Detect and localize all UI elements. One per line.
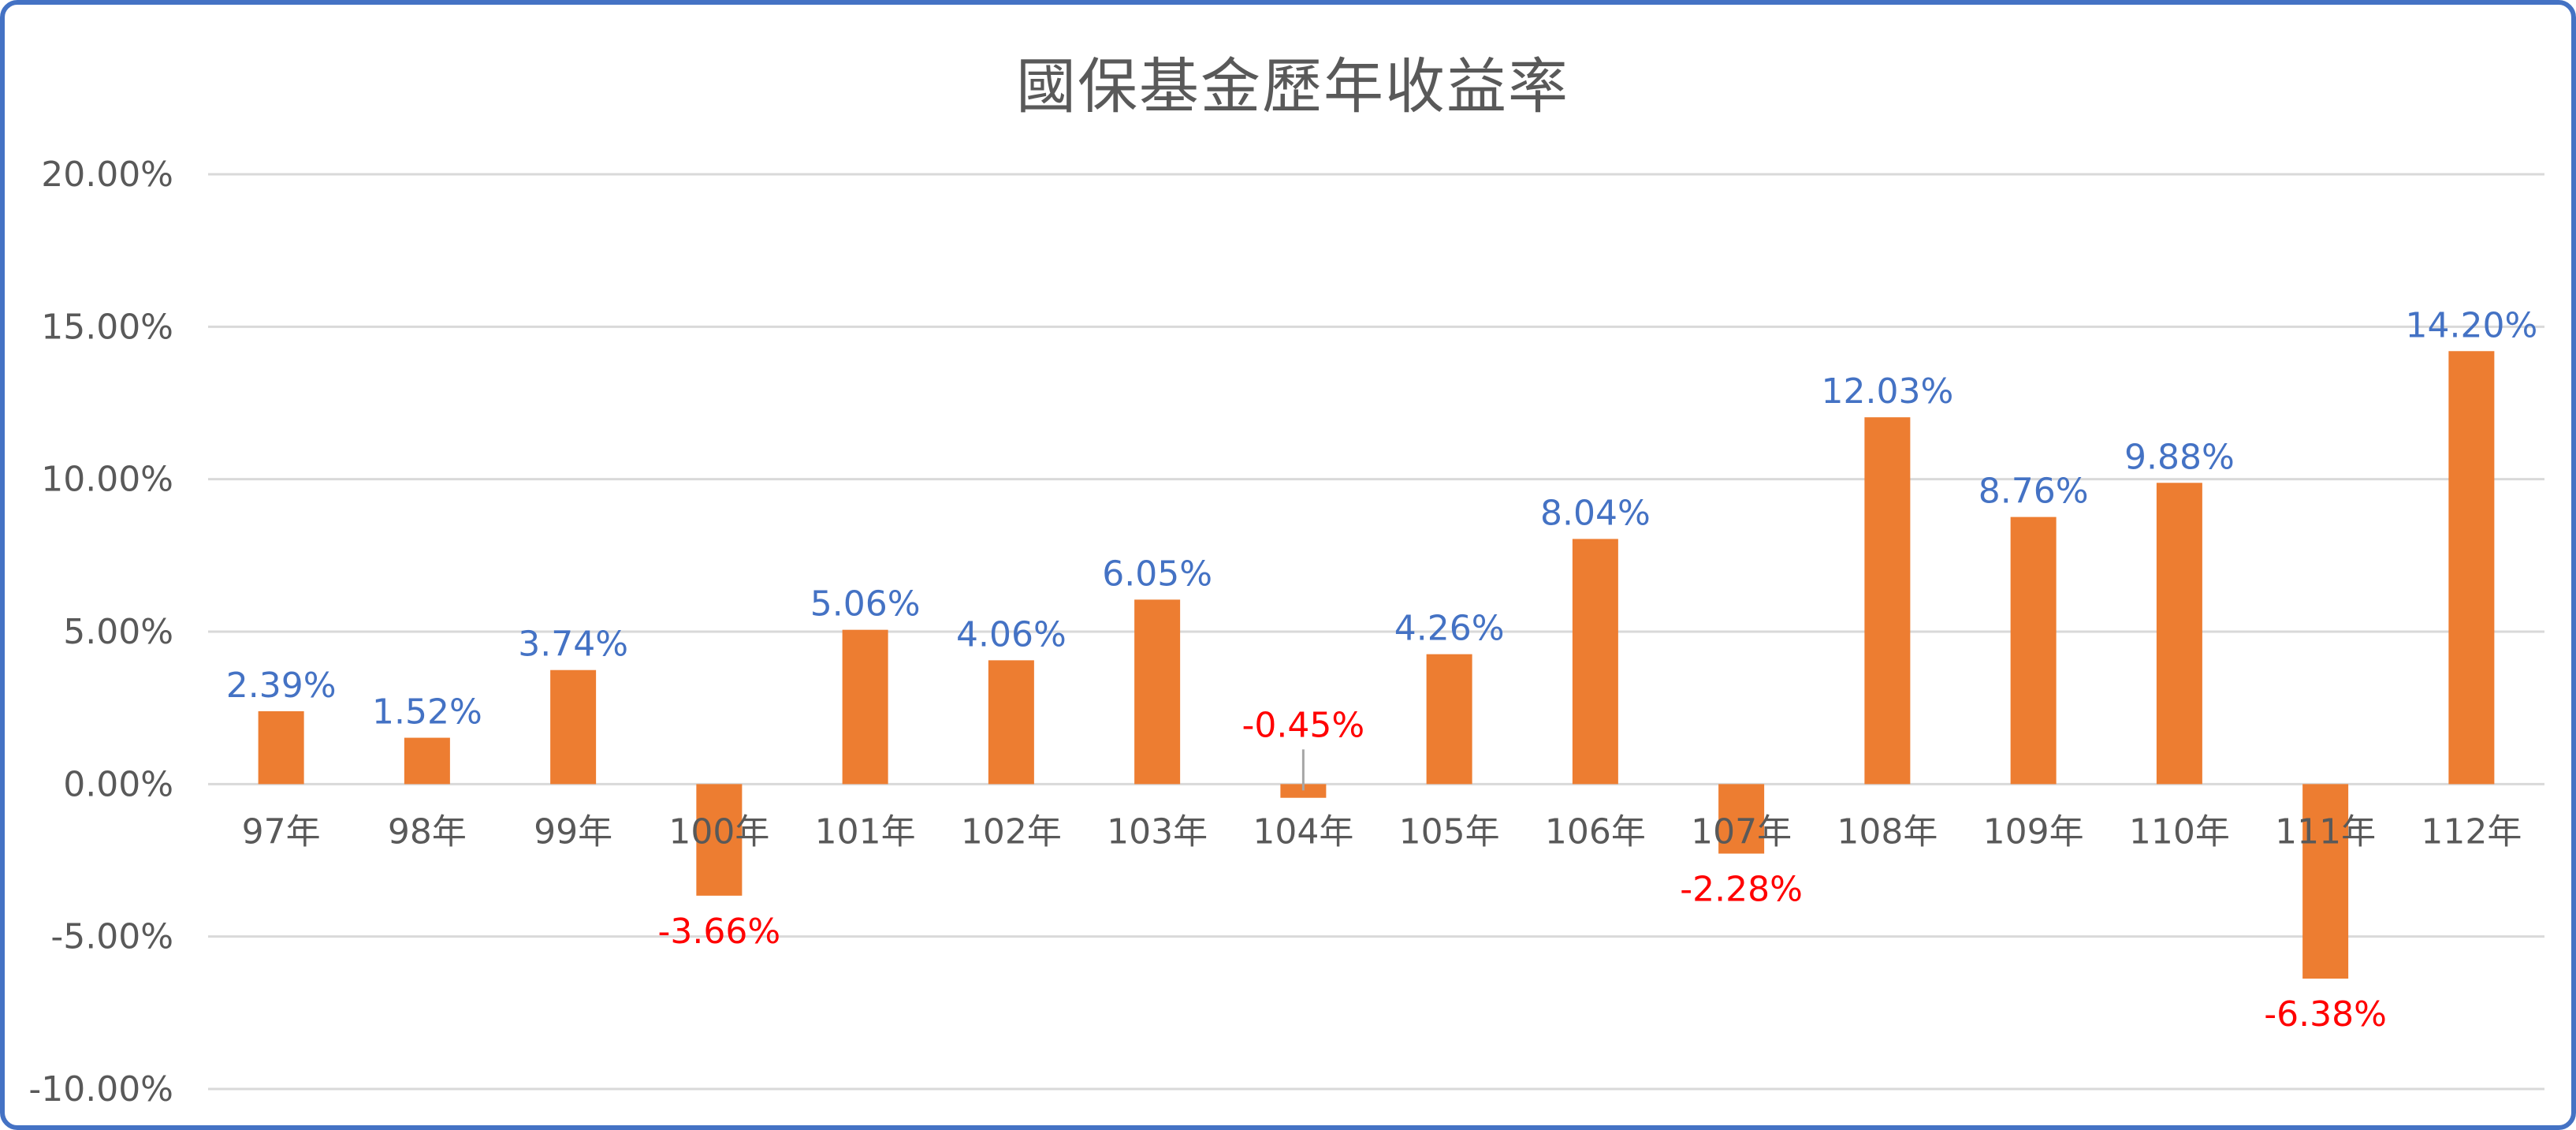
x-tick-label: 109年 (1983, 811, 2084, 852)
bar (988, 660, 1034, 785)
x-tick-label: 100年 (668, 811, 769, 852)
data-label: 4.06% (956, 614, 1067, 655)
bar (404, 737, 450, 785)
y-tick-label: 5.00% (63, 612, 173, 652)
bar (550, 669, 597, 785)
chart-plot: 20.00% 15.00% 10.00% 5.00% 0.00% -5.00% -10.00… (28, 155, 2544, 1109)
data-label: -0.45% (1242, 705, 1365, 745)
data-label: 2.39% (226, 666, 337, 706)
bar (842, 629, 888, 785)
x-tick-label: 102年 (961, 811, 1062, 852)
data-label: 8.76% (1979, 472, 2089, 512)
x-tick-label: 110年 (2129, 811, 2230, 852)
data-label: -2.28% (1680, 869, 1803, 909)
bar (1864, 417, 1911, 785)
data-label: 8.04% (1540, 493, 1651, 533)
data-label: 4.26% (1394, 609, 1505, 649)
x-tick-label: 103年 (1107, 811, 1208, 852)
bar (1134, 599, 1181, 785)
x-tick-label: 97年 (242, 811, 321, 852)
x-axis-tick-labels: 97年 98年 99年 100年 101年 102年 103年 104年 105年 106年 107… (242, 811, 2522, 852)
data-labels: 2.39% 1.52% 3.74% -3.66% 5.06% 4.06% 6.05% -0.4… (226, 305, 2538, 1035)
y-tick-label: 15.00% (41, 307, 173, 347)
bar (1280, 784, 1327, 798)
chart-title: 國保基金歷年收益率 (1016, 51, 1569, 121)
data-label: 1.52% (372, 692, 482, 733)
bars (258, 351, 2495, 979)
x-tick-label: 111年 (2275, 811, 2376, 852)
bar (1426, 654, 1472, 785)
y-axis-tick-labels: 20.00% 15.00% 10.00% 5.00% 0.00% -5.00% -10.00… (28, 155, 173, 1109)
x-tick-label: 98年 (388, 811, 467, 852)
y-tick-label: 10.00% (41, 460, 173, 500)
y-tick-label: -10.00% (28, 1069, 173, 1109)
bar (1572, 539, 1618, 785)
data-label: -6.38% (2264, 994, 2387, 1035)
data-label: 6.05% (1102, 554, 1212, 594)
bar (2010, 517, 2057, 785)
gridlines (208, 173, 2544, 1091)
bar (2302, 784, 2349, 979)
x-tick-label: 101年 (815, 811, 916, 852)
data-label: -3.66% (658, 912, 781, 952)
bar (696, 784, 743, 896)
bar (1718, 784, 1765, 854)
data-label: 14.20% (2405, 305, 2537, 345)
bar (2156, 483, 2202, 785)
y-tick-label: -5.00% (50, 917, 173, 957)
data-label: 9.88% (2124, 437, 2235, 477)
x-tick-label: 107年 (1691, 811, 1792, 852)
bar (258, 710, 304, 785)
y-tick-label: 0.00% (63, 764, 173, 804)
x-tick-label: 105年 (1399, 811, 1500, 852)
bar (2448, 351, 2495, 785)
x-tick-label: 99年 (534, 811, 612, 852)
data-label: 12.03% (1821, 371, 1953, 412)
x-tick-label: 104年 (1253, 811, 1353, 852)
data-label: 3.74% (518, 625, 628, 665)
x-tick-label: 112年 (2421, 811, 2522, 852)
x-tick-label: 108年 (1837, 811, 1938, 852)
data-label: 5.06% (810, 584, 921, 625)
x-tick-label: 106年 (1545, 811, 1646, 852)
y-tick-label: 20.00% (41, 155, 173, 195)
